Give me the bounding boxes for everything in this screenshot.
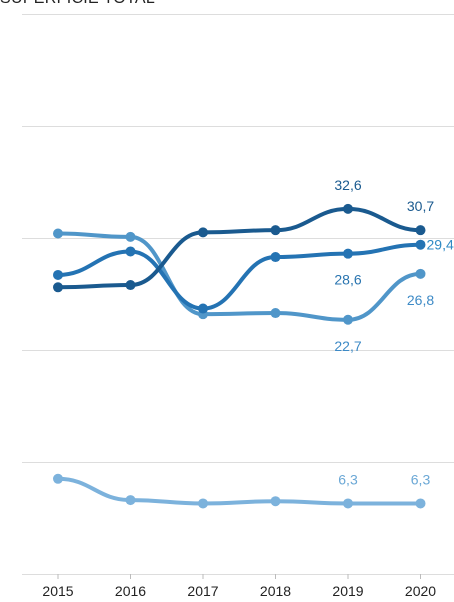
x-tick-label: 2017 (187, 583, 218, 599)
data-point (270, 496, 281, 507)
data-point (343, 498, 353, 509)
series-line-1 (56, 242, 423, 311)
chart-title: SUPERFICIE TOTAL (0, 0, 155, 8)
data-label: 29,4 (427, 237, 454, 253)
data-point (270, 308, 281, 319)
data-point (53, 473, 63, 484)
x-tick-label: 2019 (332, 583, 363, 599)
data-label: 6,3 (411, 471, 431, 487)
x-tick-label: 2020 (405, 583, 436, 599)
data-labels: 32,6 30,7 28,6 29,4 22,7 26,8 6,3 6,3 (334, 177, 454, 488)
data-point (415, 498, 426, 509)
data-point (53, 282, 63, 293)
data-point (125, 280, 136, 291)
x-tick-label: 2015 (42, 583, 73, 599)
x-tick-label: 2018 (260, 583, 291, 599)
series-line-0 (56, 206, 423, 290)
data-label: 22,7 (334, 338, 361, 354)
data-point (125, 231, 136, 242)
data-label: 30,7 (407, 198, 434, 214)
series-lines (56, 206, 423, 506)
data-point (198, 498, 208, 509)
data-point (343, 248, 353, 259)
data-point (125, 246, 136, 257)
data-point (270, 225, 281, 236)
series-line-2 (56, 231, 423, 322)
data-points (53, 203, 426, 509)
data-point (198, 303, 208, 314)
data-point (343, 314, 353, 325)
data-label: 26,8 (407, 292, 434, 308)
x-tick-label: 2016 (115, 583, 146, 599)
data-label: 6,3 (338, 471, 358, 487)
data-point (270, 252, 281, 263)
x-axis: 2015 2016 2017 2018 2019 2020 (42, 574, 436, 599)
data-point (415, 239, 426, 250)
data-label: 32,6 (334, 177, 361, 193)
data-point (125, 495, 136, 506)
gridlines (22, 14, 454, 575)
data-label: 28,6 (334, 272, 361, 288)
data-point (53, 228, 63, 239)
series-line-3 (56, 476, 423, 506)
data-point (343, 203, 353, 214)
data-point (53, 269, 63, 280)
data-point (415, 225, 426, 236)
data-point (415, 268, 426, 279)
data-point (198, 227, 208, 238)
